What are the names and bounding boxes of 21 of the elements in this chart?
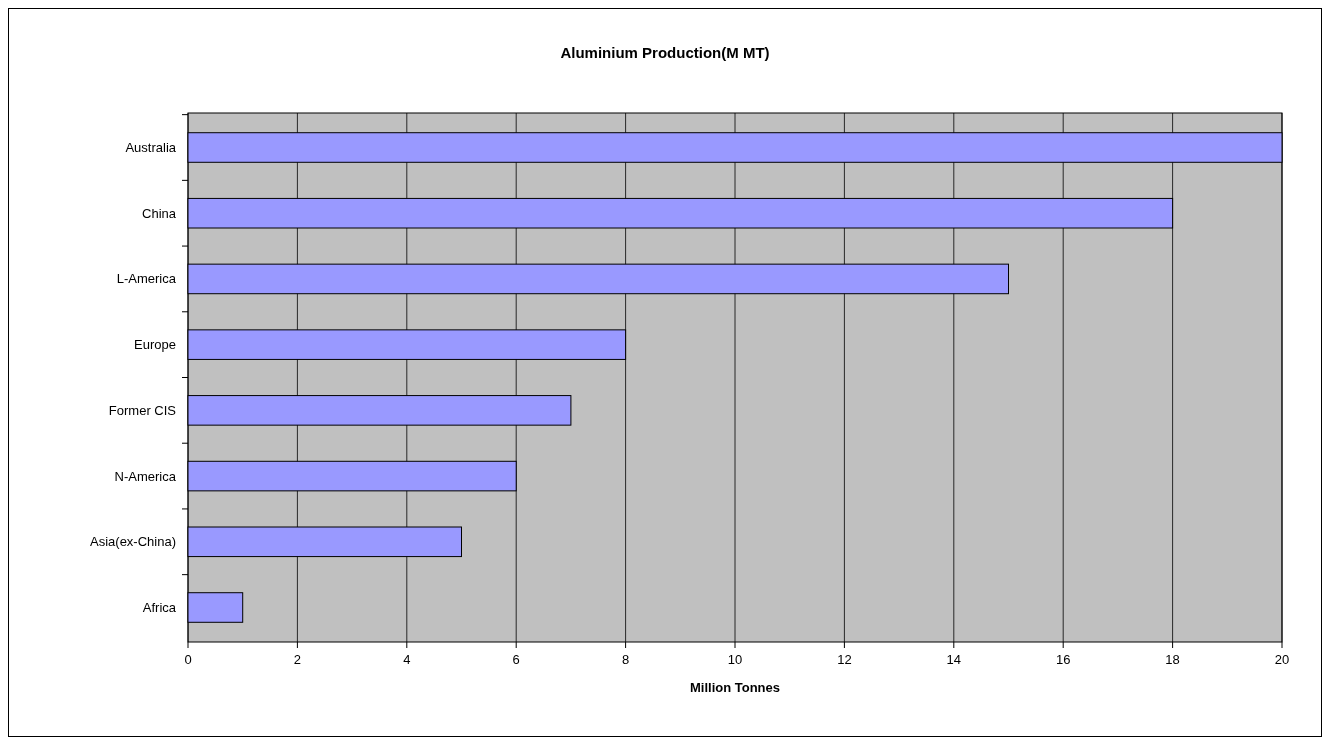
x-tick-label: 18: [1165, 652, 1180, 667]
x-tick-label: 14: [946, 652, 962, 667]
chart-title: Aluminium Production(M MT): [560, 44, 770, 61]
y-tick-label: Former CIS: [108, 402, 177, 418]
y-tick-label: Asia(ex-China): [90, 534, 176, 550]
x-axis-title: Million Tonnes: [689, 680, 781, 695]
x-tick-label: 0: [184, 652, 192, 667]
x-tick-label: 8: [621, 652, 630, 667]
y-tick-label: N-America: [114, 468, 177, 484]
y-tick-label: Australia: [125, 140, 177, 156]
x-tick-label: 20: [1274, 652, 1290, 667]
x-tick-label: 2: [293, 652, 302, 667]
y-tick-label: L-America: [116, 271, 177, 287]
y-tick-label: Africa: [142, 600, 177, 616]
x-tick-label: 4: [403, 652, 411, 667]
x-tick-label: 12: [837, 652, 852, 667]
x-tick-label: 10: [727, 652, 743, 667]
y-tick-label: China: [142, 205, 177, 221]
x-tick-label: 6: [512, 652, 520, 667]
x-tick-label: 16: [1055, 652, 1071, 667]
y-tick-label: Europe: [134, 337, 176, 353]
